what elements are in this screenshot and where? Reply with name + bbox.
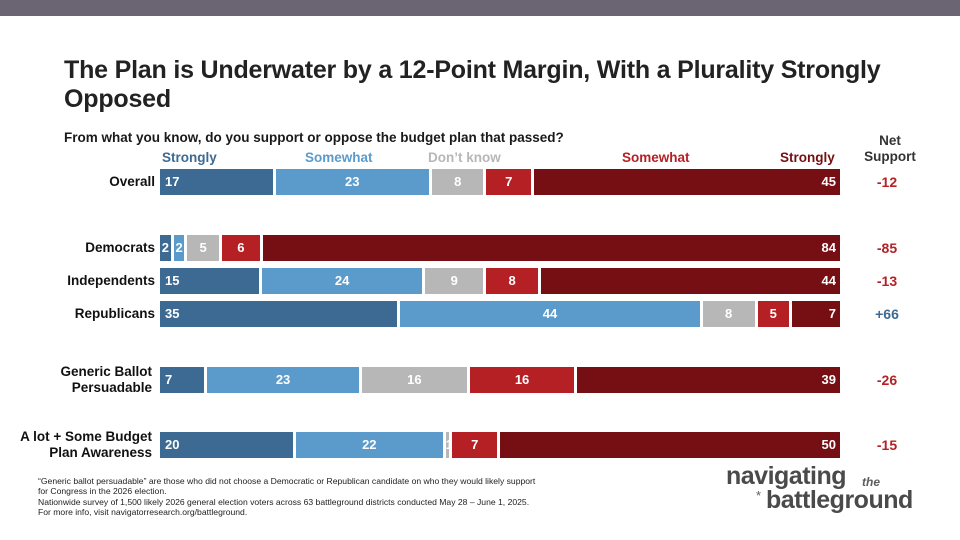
bar-segment: 23	[207, 367, 362, 393]
bar-segment: 7	[452, 432, 500, 458]
legend-item: Strongly	[780, 150, 835, 165]
row-label: A lot + Some Budget Plan Awareness	[20, 429, 152, 460]
bar-segment: 7	[791, 301, 840, 327]
bar-segment: 8	[486, 268, 541, 294]
bar-segment: 22	[296, 432, 446, 458]
legend-item: Somewhat	[622, 150, 690, 165]
bar-segment: 7	[486, 169, 534, 195]
footnote: “Generic ballot persuadable” are those w…	[38, 476, 598, 518]
bar-segment: 8	[432, 169, 487, 195]
bar-segment: 7	[160, 367, 208, 393]
legend-item: Don’t know	[428, 150, 501, 165]
footnote-line: for Congress in the 2026 election.	[38, 486, 167, 497]
footnote-line: Nationwide survey of 1,500 likely 2026 g…	[38, 496, 530, 507]
bar-segment: 15	[160, 268, 262, 294]
bar-segment: 1	[445, 432, 453, 458]
bar-segment: 20	[160, 432, 296, 458]
logo-line-2: battleground	[766, 486, 913, 514]
footnote-line: “Generic ballot persuadable” are those w…	[38, 476, 536, 486]
net-support-value: -15	[876, 437, 898, 453]
bar-segment: 84	[263, 235, 840, 261]
page-title: The Plan is Underwater by a 12-Point Mar…	[64, 56, 881, 113]
legend-item: Somewhat	[305, 150, 373, 165]
row-label: Independents	[67, 273, 155, 288]
bar-segment: 24	[262, 268, 426, 294]
logo-star: *	[756, 488, 762, 503]
logo-line-1: navigating	[726, 462, 847, 490]
navigating-battleground-logo: navigating the * battleground	[726, 462, 946, 522]
bar-segment: 6	[221, 235, 264, 261]
bar-segment: 9	[425, 268, 487, 294]
bar-segment: 39	[577, 367, 840, 393]
bar-segment: 16	[469, 367, 578, 393]
row-label: Generic Ballot Persuadable	[60, 364, 152, 395]
bar-segment: 2	[173, 235, 188, 261]
net-support-value: +66	[875, 306, 899, 322]
bar-segment: 17	[160, 169, 276, 195]
bar-segment: 44	[400, 301, 703, 327]
bar-segment: 50	[500, 432, 840, 458]
top-bar	[0, 0, 960, 16]
row-label: Overall	[109, 174, 155, 189]
bar-segment: 2	[160, 235, 174, 261]
bar-segment: 23	[275, 169, 432, 195]
net-support-value: -26	[876, 372, 898, 388]
legend-item: Strongly	[162, 150, 217, 165]
net-support-value: -85	[876, 240, 898, 256]
logo-the: the	[862, 475, 880, 489]
survey-question: From what you know, do you support or op…	[64, 130, 564, 145]
bar-segment: 16	[361, 367, 470, 393]
bar-segment: 35	[160, 301, 401, 327]
bar-segment: 5	[757, 301, 792, 327]
row-label: Democrats	[85, 240, 155, 255]
bar-segment: 45	[534, 169, 840, 195]
bar-segment: 44	[540, 268, 840, 294]
bar-segment: 8	[702, 301, 758, 327]
bar-segment: 5	[187, 235, 222, 261]
row-label: Republicans	[74, 306, 155, 321]
footnote-line: For more info, visit navigatorresearch.o…	[38, 507, 248, 518]
net-support-header: Net Support	[864, 133, 916, 164]
net-support-value: -12	[876, 174, 898, 190]
net-support-value: -13	[876, 273, 898, 289]
